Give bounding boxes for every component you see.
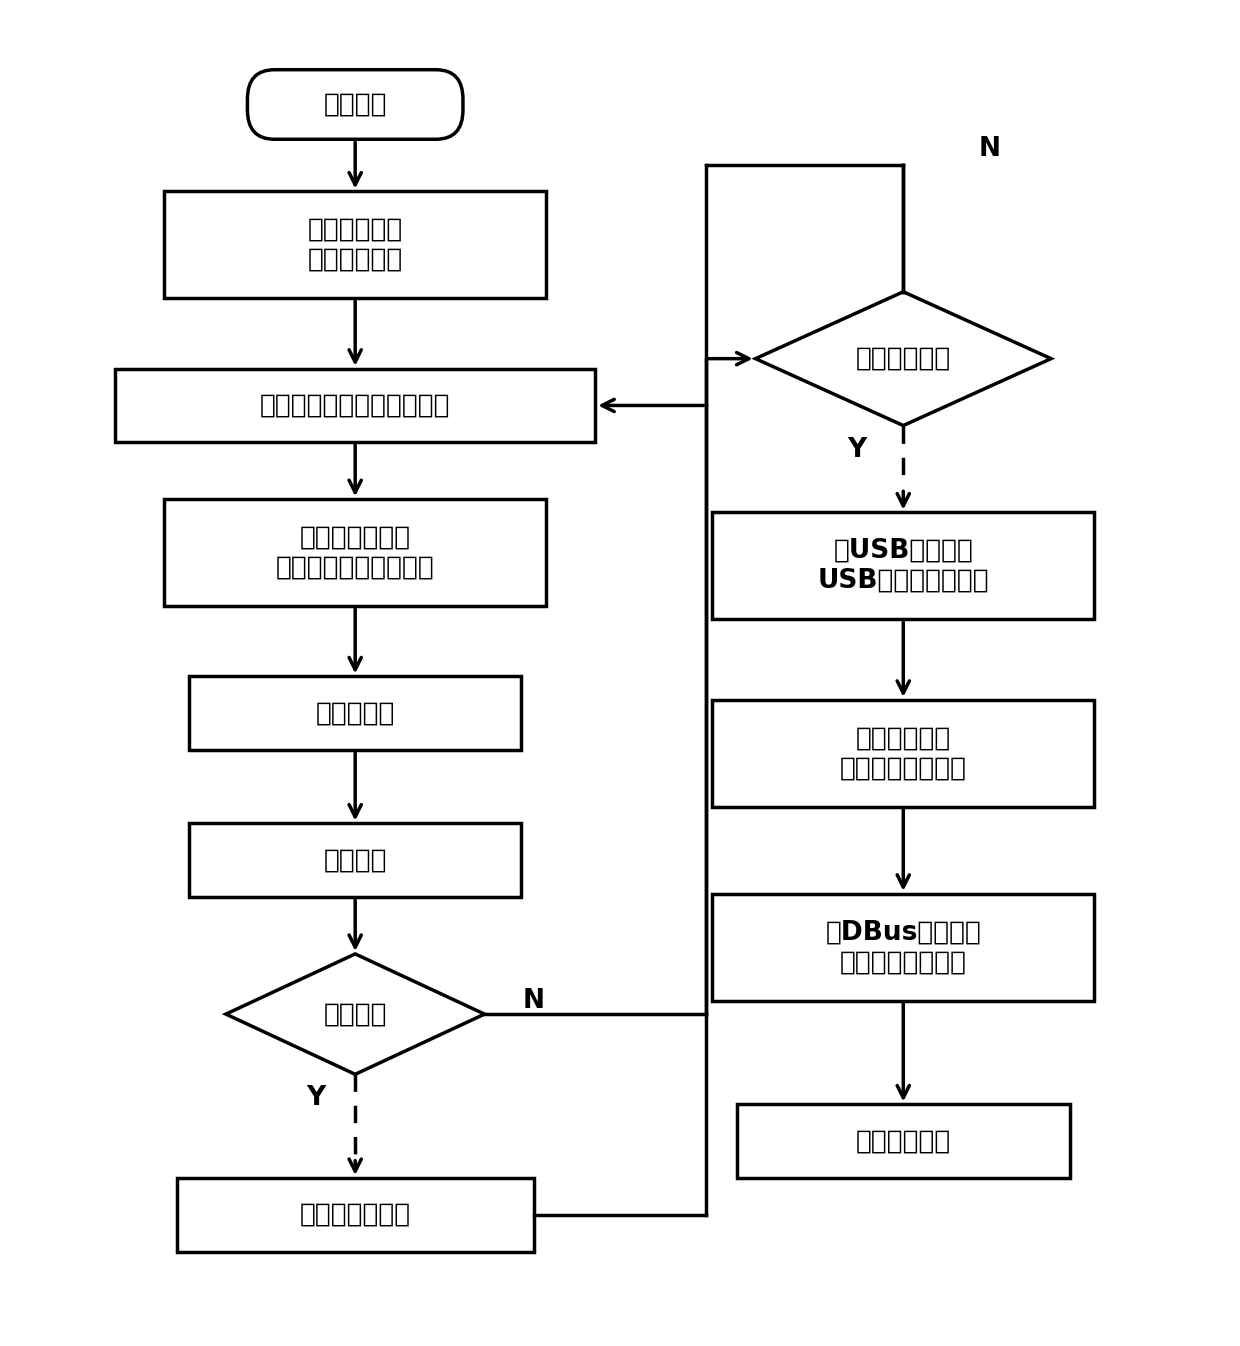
Text: 驱动遍历完成: 驱动遍历完成 <box>856 346 951 371</box>
Bar <box>188 824 522 896</box>
Text: 向DBus总线注册
生物特征识别服务: 向DBus总线注册 生物特征识别服务 <box>826 919 981 976</box>
Text: 开始事件循环: 开始事件循环 <box>856 1128 951 1154</box>
Polygon shape <box>755 292 1052 425</box>
FancyBboxPatch shape <box>248 70 463 139</box>
Text: Y: Y <box>847 436 866 463</box>
Text: 加载并注册驱动
生成并填充驱动结构体: 加载并注册驱动 生成并填充驱动结构体 <box>275 525 434 580</box>
Text: Y: Y <box>306 1085 325 1112</box>
Bar <box>115 369 595 443</box>
Bar <box>188 676 522 750</box>
Text: 从驱动列表中获取一个驱动: 从驱动列表中获取一个驱动 <box>260 393 450 419</box>
Text: 服务启动: 服务启动 <box>324 92 387 117</box>
Text: 驱动初始化: 驱动初始化 <box>315 700 394 725</box>
Bar <box>737 1105 1070 1178</box>
Text: 加入到设备列表: 加入到设备列表 <box>300 1202 410 1228</box>
Text: N: N <box>978 136 1001 162</box>
Text: 向核心层注册
状态变更处理函数: 向核心层注册 状态变更处理函数 <box>839 725 967 781</box>
Bar <box>176 1178 533 1252</box>
Bar <box>712 513 1094 619</box>
Text: 向USB总线注册
USB热插拔处理函数: 向USB总线注册 USB热插拔处理函数 <box>817 538 990 594</box>
Text: 设备存在: 设备存在 <box>324 1001 387 1027</box>
Bar <box>164 499 546 606</box>
Bar <box>164 191 546 299</box>
Text: N: N <box>523 988 544 1014</box>
Bar <box>712 700 1094 806</box>
Text: 获取配置信息
构建驱动列表: 获取配置信息 构建驱动列表 <box>308 217 403 273</box>
Bar <box>712 894 1094 1000</box>
Polygon shape <box>226 954 485 1074</box>
Text: 探测设备: 探测设备 <box>324 847 387 874</box>
